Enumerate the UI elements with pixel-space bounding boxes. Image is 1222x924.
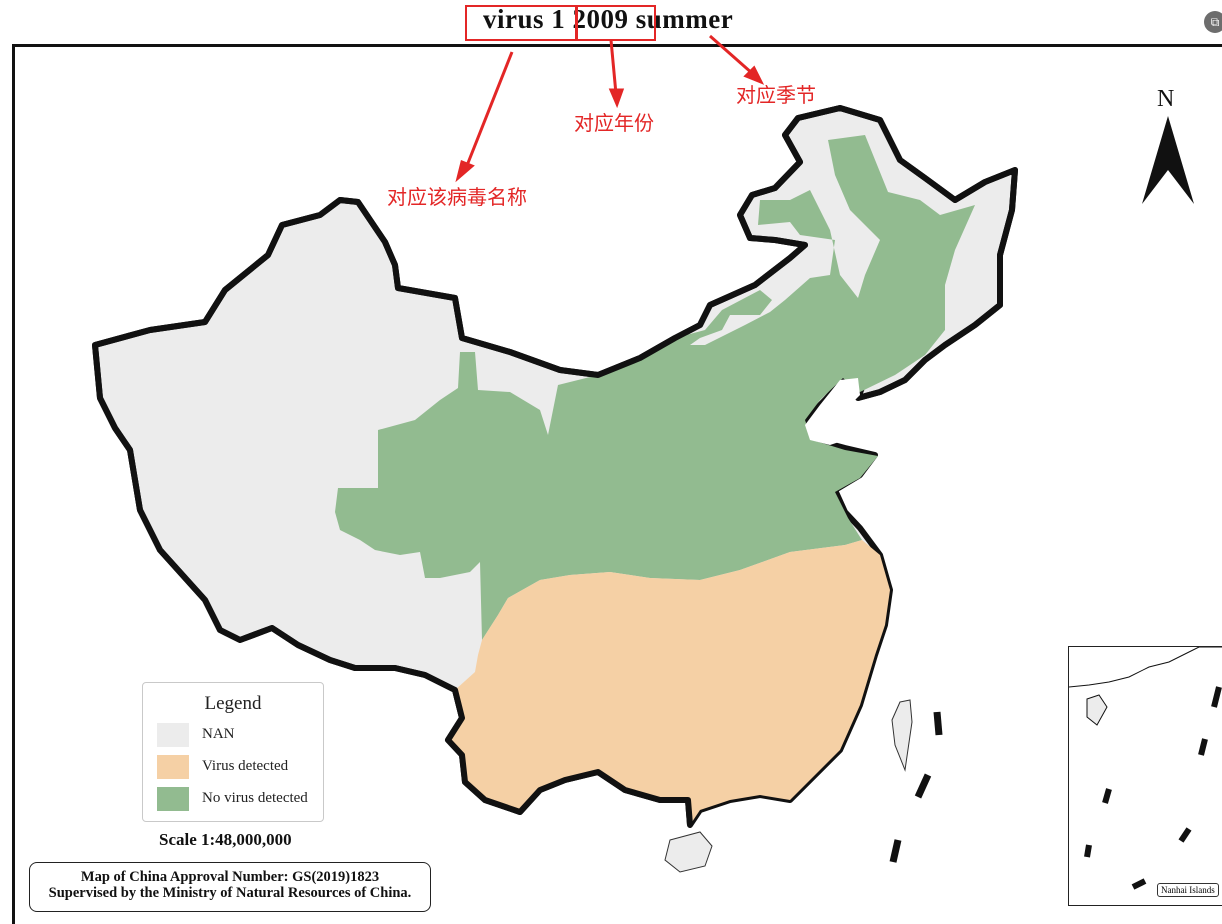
annotation-arrows: [455, 34, 765, 183]
legend-label: NAN: [202, 726, 235, 742]
north-arrow-icon: [1142, 116, 1194, 204]
bohai-sea: [805, 378, 860, 445]
scale-label: Scale 1:48,000,000: [159, 830, 292, 849]
taiwan-island: [891, 699, 913, 772]
legend-label: Virus detected: [202, 758, 289, 774]
nine-dash-line: [889, 711, 943, 863]
no-virus-region: [335, 135, 975, 640]
title-virus: virus 1: [483, 4, 566, 34]
map-title: virus 1 2009 summer: [483, 4, 733, 35]
hainan-island: [664, 831, 713, 873]
country-border: [94, 105, 1018, 401]
annotation-year: 对应年份: [574, 111, 654, 135]
approval-box: Map of China Approval Number: GS(2019)18…: [29, 862, 431, 912]
title-bar: virus 1 2009 summer ⧉: [0, 0, 1222, 44]
legend-swatch: [157, 723, 189, 747]
nanhai-inset: Nanhai Islands: [1068, 646, 1222, 906]
legend: Legend NAN Virus detected No virus detec…: [142, 682, 324, 822]
year-highlight-box: [576, 5, 656, 41]
virus-region: [448, 540, 890, 825]
title-year: 2009: [572, 4, 629, 34]
legend-label: No virus detected: [202, 790, 308, 806]
title-season: summer: [635, 4, 734, 34]
legend-title: Legend: [204, 693, 262, 714]
map-frame: [12, 44, 1222, 924]
legend-swatch: [157, 787, 189, 811]
translate-icon[interactable]: ⧉: [1204, 11, 1222, 33]
north-label: N: [1157, 86, 1175, 112]
approval-line-1: Map of China Approval Number: GS(2019)18…: [80, 869, 380, 885]
inset-map: [1069, 647, 1222, 890]
approval-line-2: Supervised by the Ministry of Natural Re…: [48, 885, 412, 901]
china-map: [92, 34, 1018, 873]
annotation-virus-name: 对应该病毒名称: [387, 185, 527, 209]
inset-label: Nanhai Islands: [1157, 883, 1219, 897]
annotation-season: 对应季节: [736, 83, 816, 107]
legend-swatch: [157, 755, 189, 779]
southern-border: [92, 344, 693, 826]
